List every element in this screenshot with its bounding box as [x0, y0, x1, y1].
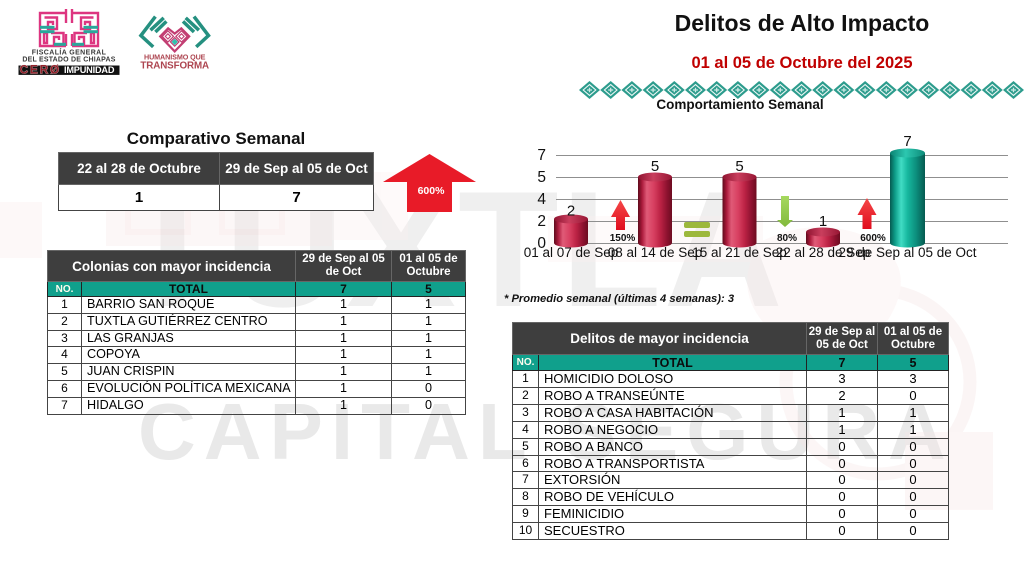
svg-text:08 al 14 de Sep: 08 al 14 de Sep	[608, 245, 703, 260]
svg-text:5: 5	[651, 158, 659, 175]
svg-text:CERØ: CERØ	[20, 63, 61, 77]
svg-text:600%: 600%	[860, 233, 886, 244]
svg-text:29 de Sep al 05 de Oct: 29 de Sep al 05 de Oct	[838, 245, 976, 260]
svg-text:5: 5	[735, 158, 743, 175]
svg-text:5: 5	[537, 169, 546, 186]
svg-text:01 al 07 de Sep: 01 al 07 de Sep	[524, 245, 619, 260]
svg-text:4: 4	[537, 191, 546, 208]
svg-text:150%: 150%	[610, 233, 636, 244]
svg-text:22 al 28 de Sep: 22 al 28 de Sep	[776, 245, 871, 260]
svg-text:FISCALÍA GENERAL: FISCALÍA GENERAL	[32, 48, 107, 57]
svg-text:7: 7	[537, 147, 546, 164]
svg-text:IMPUNIDAD: IMPUNIDAD	[64, 65, 115, 75]
svg-text:HUMANISMO QUE: HUMANISMO QUE	[144, 53, 206, 62]
svg-text:80%: 80%	[777, 233, 797, 244]
svg-text:15 al 21 de Sep: 15 al 21 de Sep	[692, 245, 787, 260]
svg-text:2: 2	[567, 203, 575, 220]
svg-text:TRANSFORMA: TRANSFORMA	[140, 61, 209, 72]
svg-text:600%: 600%	[418, 185, 446, 197]
svg-text:7: 7	[903, 133, 911, 150]
svg-text:DEL ESTADO DE CHIAPAS: DEL ESTADO DE CHIAPAS	[22, 57, 115, 64]
svg-text:2: 2	[537, 213, 546, 230]
svg-text:0: 0	[537, 235, 546, 252]
svg-text:1: 1	[819, 213, 827, 230]
